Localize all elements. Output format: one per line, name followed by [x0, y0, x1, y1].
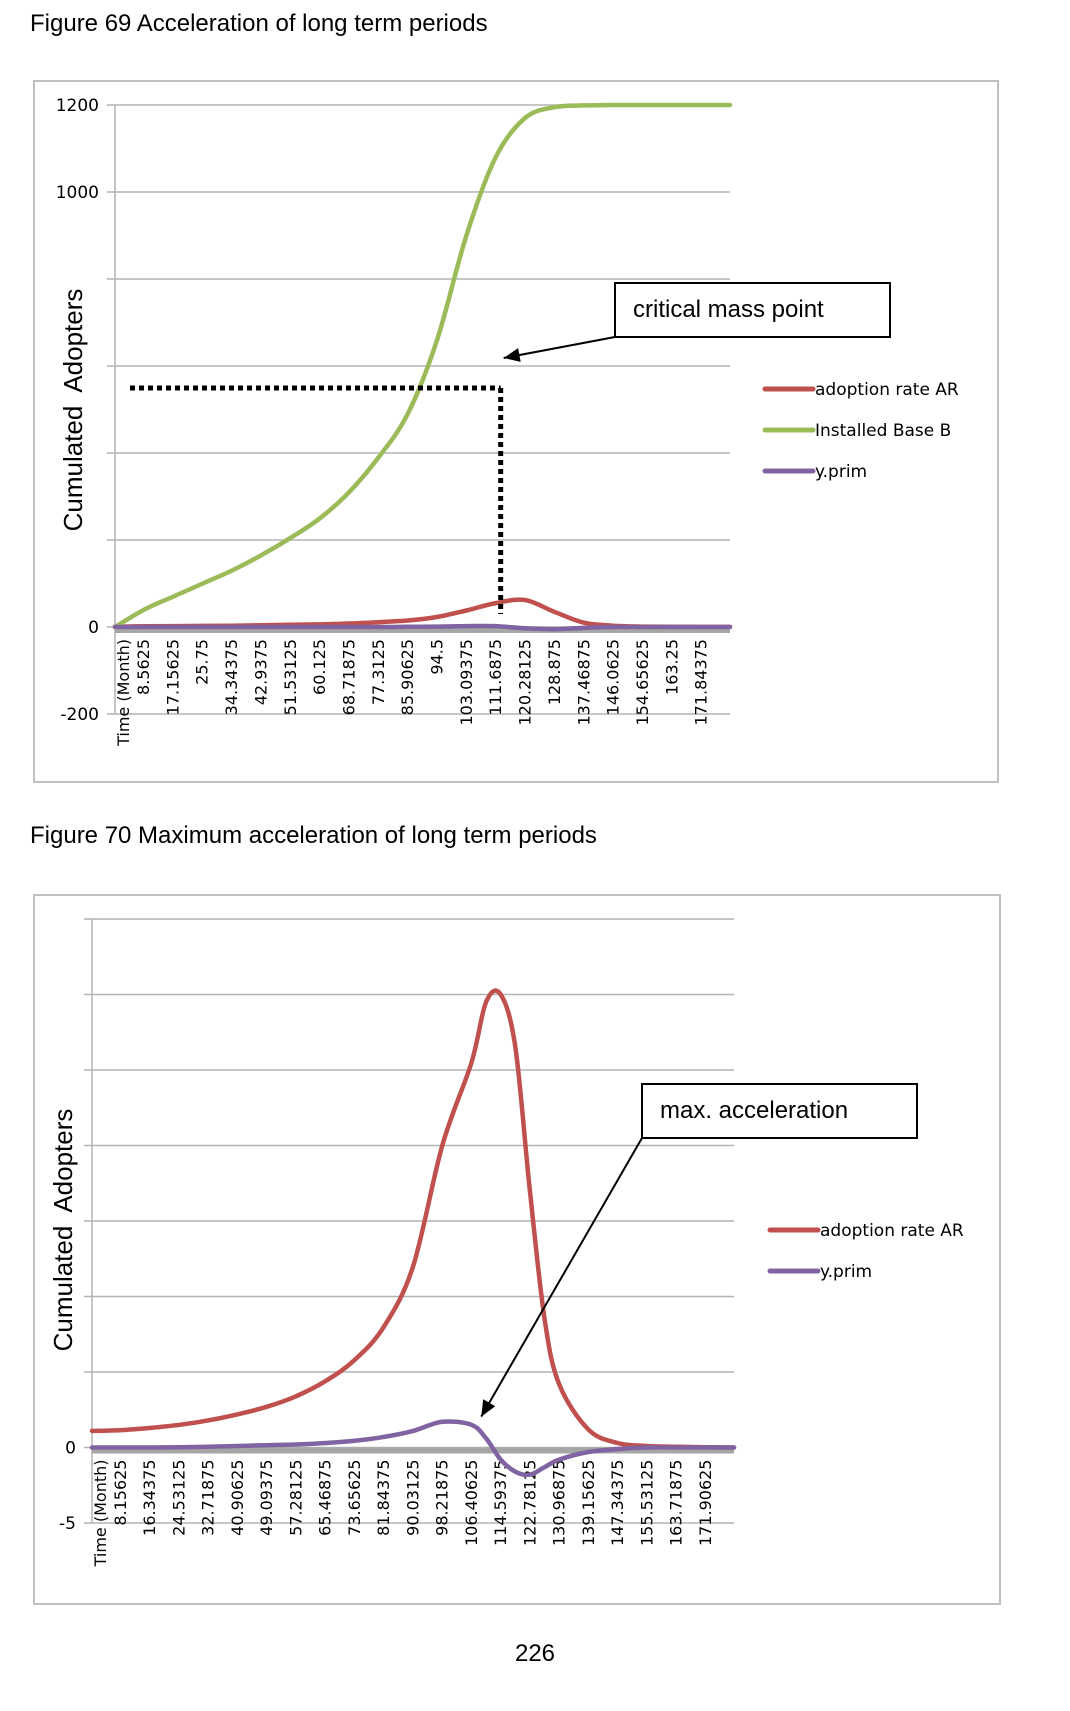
y-tick-label: 0 — [88, 618, 99, 638]
x-tick-label: 25.75 — [193, 639, 212, 685]
page-number: 226 — [514, 1640, 556, 1667]
legend-label: y.prim — [820, 1262, 872, 1282]
x-tick-label: 77.3125 — [369, 639, 388, 705]
y-tick-label: -5 — [59, 1514, 76, 1534]
x-tick-label: 111.6875 — [486, 639, 505, 715]
x-tick-label: 60.125 — [310, 639, 329, 695]
series-line-y-prim — [89, 1419, 737, 1478]
x-tick-label: 32.71875 — [199, 1460, 218, 1536]
series-line-installed-base-b — [112, 102, 733, 630]
x-axis-band — [115, 627, 730, 633]
x-axis-band — [92, 1447, 734, 1454]
x-tick-label: 137.46875 — [574, 639, 593, 726]
x-tick-label: 73.65625 — [345, 1460, 364, 1536]
x-tick-label: 139.15625 — [579, 1460, 598, 1547]
y-tick-label: 1000 — [56, 183, 99, 203]
x-tick-label: 147.34375 — [608, 1460, 627, 1547]
x-tick-label: 17.15625 — [163, 639, 182, 715]
x-tick-label: 65.46875 — [316, 1460, 335, 1536]
x-tick-label: 122.78125 — [520, 1460, 539, 1547]
x-tick-label: 24.53125 — [169, 1460, 188, 1536]
legend-label: adoption rate AR — [815, 380, 959, 400]
x-tick-label: 106.40625 — [462, 1460, 481, 1547]
x-tick-label: 155.53125 — [637, 1460, 656, 1547]
x-tick-label: 57.28125 — [286, 1460, 305, 1536]
figure-69-chart-frame — [33, 80, 999, 783]
x-tick-label: 98.21875 — [433, 1460, 452, 1536]
x-tick-label: 85.90625 — [398, 639, 417, 715]
annotation-text: critical mass point — [633, 296, 824, 323]
x-tick-label: 154.65625 — [633, 639, 652, 726]
legend-label: adoption rate AR — [820, 1221, 964, 1241]
x-tick-label: 40.90625 — [228, 1460, 247, 1536]
x-tick-label: 16.34375 — [140, 1460, 159, 1536]
x-tick-label: 163.71875 — [667, 1460, 686, 1547]
x-tick-label: 171.84375 — [692, 639, 711, 726]
x-axis-label: Time (Month) — [91, 1460, 110, 1568]
annotation-arrow-line — [480, 1137, 643, 1418]
x-tick-label: 128.875 — [545, 639, 564, 705]
annotation-arrow-head — [481, 1399, 496, 1417]
x-tick-label: 42.9375 — [251, 639, 270, 705]
x-tick-label: 114.59375 — [491, 1460, 510, 1547]
series-line-y-prim — [112, 623, 733, 632]
x-tick-label: 49.09375 — [257, 1460, 276, 1536]
x-tick-label: 34.34375 — [222, 639, 241, 715]
annotation-box — [614, 282, 891, 338]
x-tick-label: 68.71875 — [339, 639, 358, 715]
x-tick-label: 103.09375 — [457, 639, 476, 726]
annotation-box — [641, 1083, 918, 1139]
y-axis-label: Cumulated Adopters — [48, 1109, 78, 1352]
annotation-text: max. acceleration — [660, 1097, 848, 1124]
x-tick-label: 90.03125 — [403, 1460, 422, 1536]
x-tick-label: 94.5 — [428, 639, 447, 675]
x-tick-label: 81.84375 — [374, 1460, 393, 1536]
annotation-arrow-line — [503, 336, 616, 359]
figure-69-chart: -200 0 1000 1200 Cumulated Adopters Time (Mon… — [56, 96, 959, 747]
x-tick-label: 8.15625 — [111, 1460, 130, 1526]
x-tick-label: 171.90625 — [696, 1460, 715, 1547]
series-line-adoption-rate-ar — [89, 988, 737, 1450]
figure-70-chart-frame — [33, 894, 1001, 1605]
figure-70-title: Figure 70 Maximum acceleration of long t… — [30, 822, 597, 849]
x-tick-label: 8.5625 — [134, 639, 153, 695]
x-tick-label: 130.96875 — [550, 1460, 569, 1547]
legend-label: Installed Base B — [815, 421, 951, 441]
x-tick-label: 120.28125 — [516, 639, 535, 726]
x-tick-label: 146.0625 — [604, 639, 623, 715]
x-tick-label: 51.53125 — [281, 639, 300, 715]
figure-69-title: Figure 69 Acceleration of long term peri… — [30, 10, 488, 37]
y-axis-label: Cumulated Adopters — [58, 289, 88, 532]
y-tick-label: 0 — [65, 1439, 76, 1459]
legend-label: y.prim — [815, 462, 867, 482]
y-tick-label: -200 — [60, 705, 99, 725]
y-tick-label: 1200 — [56, 96, 99, 116]
annotation-arrow-head — [503, 348, 521, 362]
x-axis-label: Time (Month) — [114, 639, 133, 747]
x-tick-label: 163.25 — [662, 639, 681, 695]
